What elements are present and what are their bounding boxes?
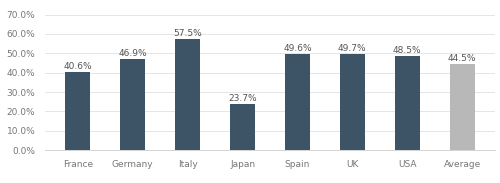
Text: 49.7%: 49.7% [338,44,366,53]
Bar [450,64,474,150]
Bar [395,56,419,150]
Bar [230,104,255,150]
Bar [120,59,145,150]
Text: 48.5%: 48.5% [393,46,422,55]
Text: 40.6%: 40.6% [64,61,92,71]
Text: 46.9%: 46.9% [118,49,147,58]
Text: 57.5%: 57.5% [174,29,202,38]
Bar [340,54,364,150]
Bar [66,72,90,150]
Bar [285,54,310,150]
Text: 23.7%: 23.7% [228,94,257,103]
Text: 44.5%: 44.5% [448,54,476,63]
Text: 49.6%: 49.6% [283,44,312,53]
Bar [176,39,200,150]
